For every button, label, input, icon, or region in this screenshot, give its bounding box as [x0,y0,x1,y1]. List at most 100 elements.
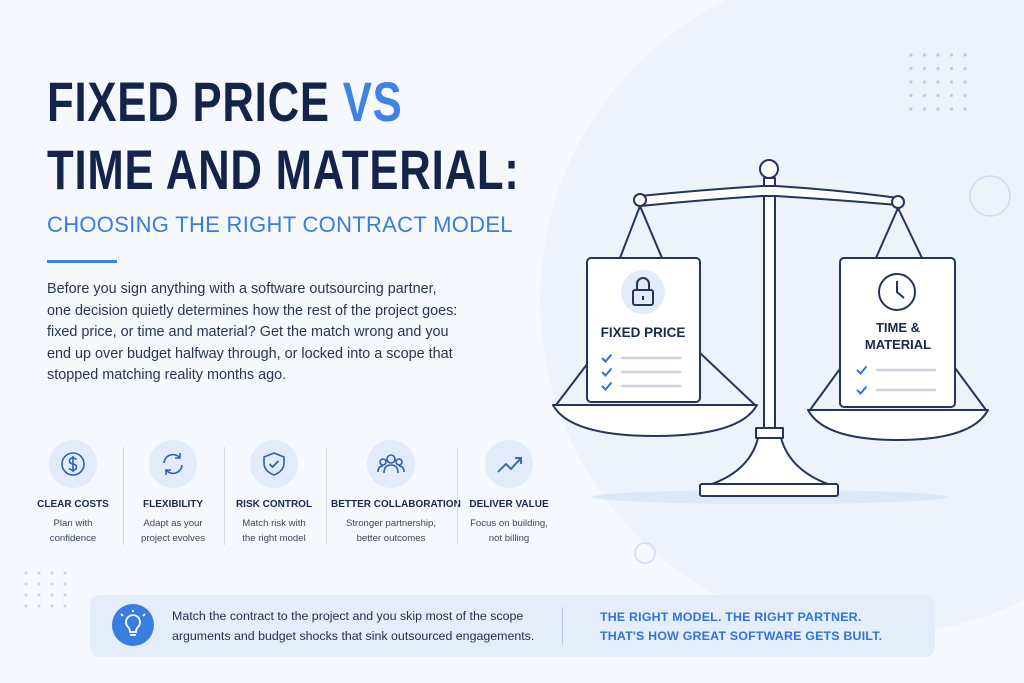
check [601,381,613,391]
shape [515,457,522,464]
dot [909,93,913,98]
title-accent: VS [342,70,403,133]
check [601,353,613,363]
deco-ring [634,542,656,564]
subtitle: CHOOSING THE RIGHT CONTRACT MODEL [47,212,513,237]
description-line: confidence [49,533,97,544]
bulb-icon [112,604,154,646]
card-label: MATERIAL [865,337,931,352]
dot [949,107,954,111]
description-line: better outcomes [356,533,426,544]
pivot [633,193,647,207]
shape [395,458,403,466]
description-line: Plan with [53,518,93,529]
dot [50,582,54,586]
feature-description: Stronger partnership, better outcomes [331,516,451,546]
shape [120,610,146,617]
dot [63,593,67,597]
feature-title: FLEXIBILITY [143,499,203,510]
underline [47,260,117,263]
left-pan [552,404,758,437]
feature-description: Focus on building, not billing [449,516,569,546]
pivot [891,195,905,209]
dot [936,93,940,98]
description-line: not billing [488,533,530,544]
description-line: Stronger partnership, [345,518,437,529]
check [856,385,868,395]
feature-icon [367,440,415,488]
dot [922,66,927,71]
divider [224,447,225,545]
dot [24,571,28,575]
divider [326,447,327,545]
strings [809,207,987,411]
dot [922,107,927,111]
shape [263,452,285,476]
shape [120,610,146,636]
divider [562,607,563,645]
description-line: project evolves [141,533,205,544]
dot-grid [909,53,967,111]
dot [963,93,967,98]
dot [922,93,927,98]
dot-grid [24,571,67,608]
feature-title: CLEAR COSTS [37,499,109,510]
dot [63,571,67,575]
dot [922,53,927,57]
intro-line: Before you sign anything with a software… [47,281,437,297]
icon [61,452,85,476]
shape [896,281,905,299]
dot [936,53,940,57]
description-line: Adapt as your [143,518,203,529]
feature-icon [250,440,298,488]
title: FIXED PRICE VS [47,72,403,132]
shape [125,614,141,633]
check [601,367,613,377]
feature-icon [485,440,533,488]
dot [50,593,54,597]
intro-line: stopped matching reality months ago. [47,367,287,384]
feature: FLEXIBILITY Adapt as your project evolves [113,440,233,546]
divider [457,447,458,545]
feature-description: Plan with confidence [13,516,133,546]
tagline-line: THE RIGHT MODEL. THE RIGHT PARTNER. [600,610,862,624]
shape [386,454,396,464]
dot [63,582,67,586]
dot [909,53,913,57]
collar [755,427,784,439]
shape [878,273,916,311]
pillar [763,177,776,431]
intro-line: fixed price, or time and material? Get t… [47,324,449,341]
dot [963,53,967,57]
feature-icon [149,440,197,488]
shape [377,464,405,474]
shape [268,460,280,469]
icon [263,452,285,476]
deco-ring [969,175,1011,217]
shape [163,453,183,475]
dot [24,593,28,597]
check [856,365,868,375]
dot [949,53,954,57]
feature-description: Adapt as your project evolves [113,516,233,546]
feature: BETTER COLLABORATION Stronger partnership… [331,440,461,546]
dot [922,80,927,84]
strings [555,205,756,406]
left-card [586,257,701,403]
card-label: TIME & [876,320,920,335]
dot [37,571,41,575]
dot [963,80,967,84]
feature-icon [49,440,97,488]
dot [909,80,913,84]
dot [37,582,41,586]
dot [909,66,913,71]
lock-icon [632,277,654,306]
intro-line: end up over budget halfway through, or l… [47,345,453,362]
dot [963,66,967,71]
description-line: Focus on building, [470,518,548,529]
divider [123,447,124,545]
dot [949,66,954,71]
checklists [601,353,937,395]
